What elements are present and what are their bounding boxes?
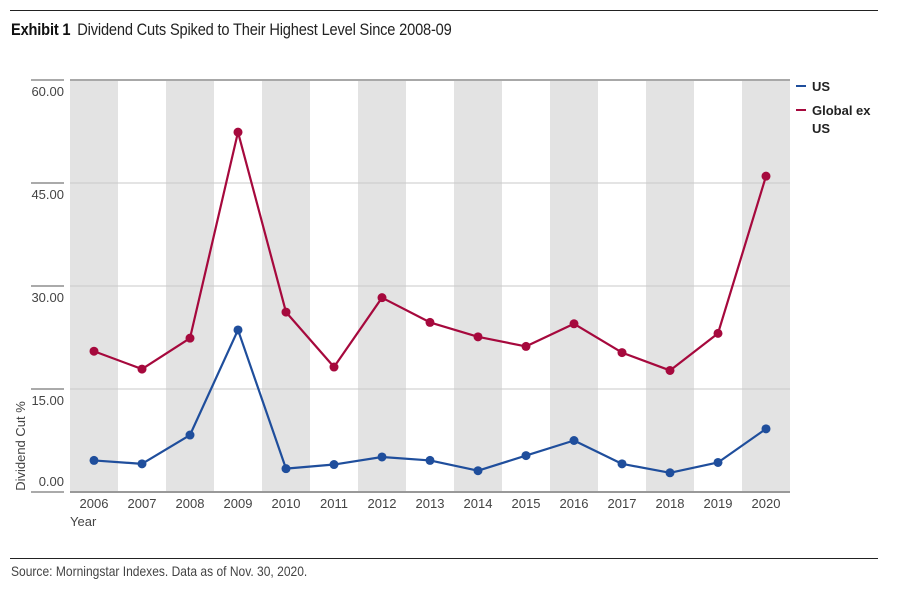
- data-point[interactable]: [377, 293, 387, 303]
- x-tick-label: 2008: [176, 496, 205, 511]
- chart-title: Exhibit 1 Dividend Cuts Spiked to Their H…: [11, 20, 452, 40]
- series-group: [89, 127, 771, 478]
- legend-label: US: [812, 79, 830, 94]
- x-tick-label: 2007: [128, 496, 157, 511]
- y-axis-ticks: 0.00 15.00 30.00 45.00 60.00: [31, 79, 64, 493]
- x-tick-label: 2009: [224, 496, 253, 511]
- series-global-ex-us: [89, 127, 771, 375]
- data-point[interactable]: [425, 455, 435, 465]
- data-point[interactable]: [233, 127, 243, 137]
- data-point[interactable]: [89, 455, 99, 465]
- x-tick-label: 2011: [320, 496, 348, 511]
- top-rule: [10, 10, 878, 11]
- x-tick-label: 2013: [416, 496, 445, 511]
- x-tick-label: 2015: [512, 496, 541, 511]
- data-point[interactable]: [617, 459, 627, 469]
- x-tick-label: 2006: [80, 496, 109, 511]
- x-axis-label: Year: [70, 514, 97, 529]
- y-tick-label: 0.00: [39, 474, 64, 489]
- x-tick-label: 2016: [560, 496, 589, 511]
- y-tick-label: 45.00: [31, 187, 64, 202]
- x-tick-label: 2017: [608, 496, 637, 511]
- y-axis-label: Dividend Cut %: [13, 401, 28, 491]
- x-tick-label: 2018: [656, 496, 685, 511]
- data-point[interactable]: [521, 451, 531, 461]
- data-point[interactable]: [185, 333, 195, 343]
- data-point[interactable]: [281, 464, 291, 474]
- source-note: Source: Morningstar Indexes. Data as of …: [11, 563, 308, 579]
- data-point[interactable]: [137, 364, 147, 374]
- x-tick-label: 2020: [752, 496, 781, 511]
- data-point[interactable]: [521, 341, 531, 351]
- data-point[interactable]: [473, 332, 483, 342]
- y-tick-label: 30.00: [31, 290, 64, 305]
- gridlines: [70, 79, 790, 390]
- legend-item-1: US: [796, 79, 830, 94]
- data-point[interactable]: [329, 460, 339, 470]
- data-point[interactable]: [281, 307, 291, 317]
- x-tick-label: 2012: [368, 496, 397, 511]
- bottom-rule: [10, 558, 878, 559]
- data-point[interactable]: [569, 319, 579, 329]
- legend-label: Global ex: [812, 103, 871, 118]
- data-point[interactable]: [473, 466, 483, 476]
- data-point[interactable]: [713, 328, 723, 338]
- data-point[interactable]: [665, 365, 675, 375]
- title-text: Dividend Cuts Spiked to Their Highest Le…: [77, 20, 452, 39]
- x-tick-label: 2019: [704, 496, 733, 511]
- y-tick-label: 15.00: [31, 393, 64, 408]
- data-point[interactable]: [761, 424, 771, 434]
- data-point[interactable]: [569, 436, 579, 445]
- data-point[interactable]: [665, 468, 675, 478]
- y-tick-label: 60.00: [31, 84, 64, 99]
- data-point[interactable]: [137, 459, 147, 469]
- data-point[interactable]: [89, 346, 99, 356]
- x-axis-ticks: 2006 2007 2008 2009 2010 2011 2012 2013 2014 2015…: [80, 496, 781, 511]
- data-point[interactable]: [425, 317, 435, 327]
- data-point[interactable]: [377, 452, 387, 462]
- x-tick-label: 2010: [272, 496, 301, 511]
- exhibit-label: Exhibit 1: [11, 20, 71, 39]
- data-point[interactable]: [329, 362, 339, 372]
- data-point[interactable]: [713, 457, 723, 467]
- legend-label: US: [812, 121, 830, 136]
- legend: US Global ex US: [796, 79, 871, 136]
- data-point[interactable]: [761, 171, 771, 181]
- data-point[interactable]: [233, 325, 243, 335]
- series-us: [89, 325, 771, 478]
- data-point[interactable]: [185, 430, 195, 440]
- x-tick-label: 2014: [464, 496, 493, 511]
- legend-item-2: Global ex US: [796, 103, 871, 136]
- data-point[interactable]: [617, 348, 627, 358]
